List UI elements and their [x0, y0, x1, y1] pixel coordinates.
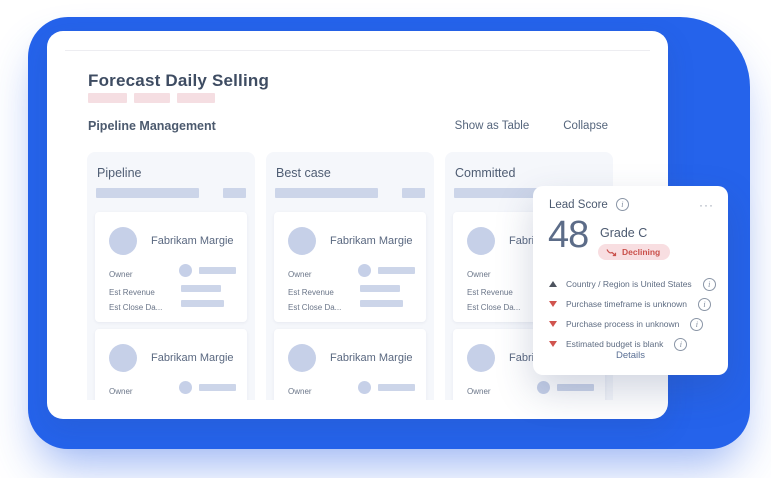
- owner-avatar: [358, 264, 371, 277]
- placeholder-bar: [199, 267, 236, 274]
- field-label: Owner: [288, 387, 312, 396]
- info-icon[interactable]: i: [674, 337, 688, 351]
- negative-trend-icon: [549, 301, 557, 307]
- info-icon[interactable]: i: [697, 297, 711, 311]
- info-icon[interactable]: i: [690, 317, 704, 331]
- insight-text: Estimated budget is blank: [566, 339, 664, 349]
- avatar: [467, 344, 495, 372]
- collapse-button[interactable]: Collapse: [563, 120, 608, 132]
- more-options-icon[interactable]: ···: [699, 197, 714, 212]
- owner-avatar: [179, 264, 192, 277]
- placeholder-bar: [378, 267, 415, 274]
- field-label: Est Revenue: [467, 288, 513, 297]
- trend-badge: Declining: [598, 244, 671, 260]
- placeholder-bar: [275, 188, 378, 198]
- board-actions: Show as Table Collapse: [455, 120, 608, 132]
- lead-score-value: 48: [548, 214, 589, 256]
- insight-text: Purchase process in unknown: [566, 319, 680, 329]
- insight-row: Country / Region is United States i: [549, 274, 718, 294]
- field-label: Est Revenue: [288, 288, 334, 297]
- field-label: Owner: [109, 270, 133, 279]
- card-title: Fabrikam Margie: [151, 352, 234, 364]
- card-title: Fabrikam Margie: [330, 235, 413, 247]
- top-divider: [65, 50, 650, 51]
- placeholder-bar: [88, 93, 127, 103]
- positive-trend-icon: [549, 281, 557, 287]
- insight-text: Purchase timeframe is unknown: [566, 299, 687, 309]
- column-pipeline[interactable]: Pipeline Fabrikam Margie Owner Est Reven…: [87, 152, 255, 400]
- field-label: Est Close Da...: [288, 303, 342, 312]
- owner-avatar: [358, 381, 371, 394]
- insight-row: Purchase timeframe is unknown i: [549, 294, 718, 314]
- insight-row: Estimated budget is blank i: [549, 334, 718, 354]
- placeholder-bar: [134, 93, 170, 103]
- board-header: Pipeline Management Show as Table Collap…: [88, 119, 608, 133]
- info-icon[interactable]: i: [702, 277, 716, 291]
- lead-score-title: Lead Score: [549, 198, 608, 211]
- opportunity-card[interactable]: Fabrikam Margie Owner Est Revenue Est Cl…: [95, 329, 247, 400]
- placeholder-bar: [360, 285, 400, 292]
- placeholder-bar: [181, 285, 221, 292]
- trending-down-icon: [606, 248, 617, 256]
- field-label: Est Revenue: [109, 288, 155, 297]
- field-label: Est Close Da...: [467, 303, 521, 312]
- placeholder-bar: [454, 188, 557, 198]
- field-label: Owner: [467, 387, 491, 396]
- negative-trend-icon: [549, 341, 557, 347]
- placeholder-bar: [177, 93, 215, 103]
- column-summary-bars: [96, 188, 246, 198]
- column-best-case[interactable]: Best case Fabrikam Margie Owner Est Reve…: [266, 152, 434, 400]
- negative-trend-icon: [549, 321, 557, 327]
- field-label: Owner: [467, 270, 491, 279]
- placeholder-bar: [96, 188, 199, 198]
- column-title: Pipeline: [97, 166, 142, 180]
- column-title: Committed: [455, 166, 516, 180]
- column-summary-bars: [275, 188, 425, 198]
- trend-label: Declining: [622, 247, 661, 257]
- card-title: Fabrikam Margie: [330, 352, 413, 364]
- column-title: Best case: [276, 166, 331, 180]
- info-icon[interactable]: i: [615, 198, 629, 211]
- page-title: Forecast Daily Selling: [88, 71, 270, 90]
- avatar: [467, 227, 495, 255]
- show-as-table-button[interactable]: Show as Table: [454, 120, 530, 132]
- field-label: Owner: [109, 387, 133, 396]
- placeholder-bar: [199, 384, 236, 391]
- filter-placeholder-bars: [88, 93, 215, 103]
- avatar: [288, 227, 316, 255]
- details-link[interactable]: Details: [615, 350, 646, 361]
- insight-list: Country / Region is United States i Purc…: [549, 274, 718, 354]
- placeholder-bar: [557, 384, 594, 391]
- placeholder-bar: [181, 300, 224, 307]
- opportunity-card[interactable]: Fabrikam Margie Owner Est Revenue Est Cl…: [95, 212, 247, 322]
- section-title: Pipeline Management: [88, 119, 216, 133]
- placeholder-bar: [378, 384, 415, 391]
- field-label: Owner: [288, 270, 312, 279]
- avatar: [288, 344, 316, 372]
- owner-avatar: [179, 381, 192, 394]
- lead-score-popup: Lead Score i ··· 48 Grade C Declining Co…: [533, 186, 728, 375]
- opportunity-card[interactable]: Fabrikam Margie Owner Est Revenue Est Cl…: [274, 329, 426, 400]
- card-title: Fabrikam Margie: [151, 235, 234, 247]
- field-label: Est Close Da...: [109, 303, 163, 312]
- lead-grade: Grade C: [600, 226, 648, 240]
- avatar: [109, 227, 137, 255]
- insight-row: Purchase process in unknown i: [549, 314, 718, 334]
- placeholder-bar: [402, 188, 425, 198]
- placeholder-bar: [223, 188, 246, 198]
- opportunity-card[interactable]: Fabrikam Margie Owner Est Revenue Est Cl…: [274, 212, 426, 322]
- insight-text: Country / Region is United States: [566, 279, 692, 289]
- placeholder-bar: [360, 300, 403, 307]
- avatar: [109, 344, 137, 372]
- owner-avatar: [537, 381, 550, 394]
